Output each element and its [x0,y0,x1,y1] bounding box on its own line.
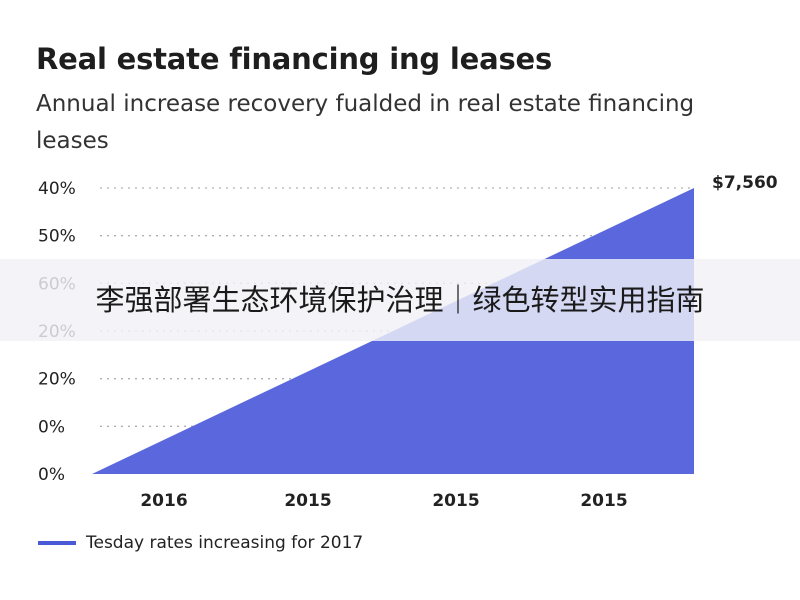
y-tick-label: 0% [38,417,65,437]
x-tick-label: 2015 [284,491,331,511]
y-tick-label: 50% [38,227,76,247]
y-tick-label: 40% [38,179,76,199]
end-value-label: $7,560 [712,173,778,193]
chart-subtitle: Annual increase recovery fualded in real… [36,91,695,154]
banner-text: 李强部署生态环境保护治理｜绿色转型实用指南 [95,283,705,317]
x-tick-label: 2015 [432,491,479,511]
y-tick-label: 0% [38,465,65,485]
x-tick-label: 2016 [140,491,187,511]
x-tick-label: 2015 [580,491,627,511]
legend-swatch [38,541,76,545]
y-tick-label: 20% [38,370,76,390]
overlay-banner: 李强部署生态环境保护治理｜绿色转型实用指南 [0,259,800,341]
chart-title: Real estate financing ing leases [36,42,553,76]
legend: Tesday rates increasing for 2017 [38,533,363,553]
legend-label: Tesday rates increasing for 2017 [86,533,364,553]
